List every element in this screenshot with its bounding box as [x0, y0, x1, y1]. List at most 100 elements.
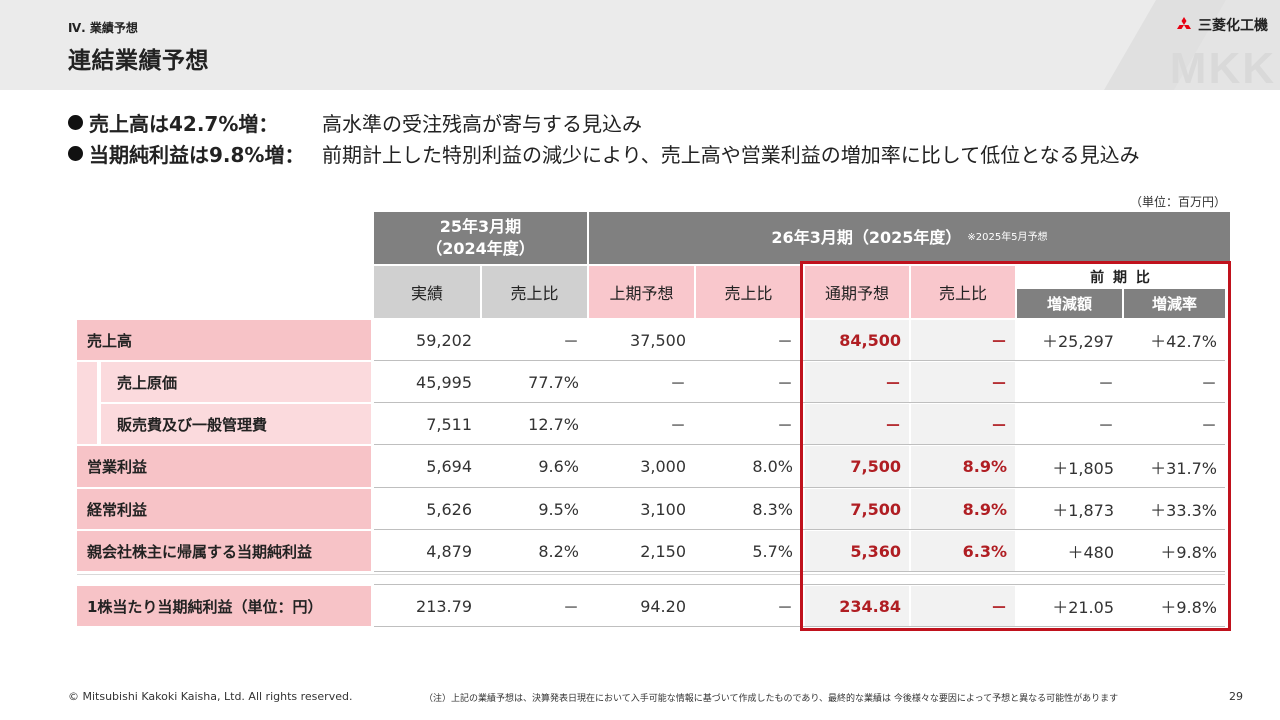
group-header-fy2025-label: 26年3月期（2025年度）: [771, 228, 962, 248]
cell-opinc-ratio: 9.6%: [538, 457, 579, 476]
cell-ordinc-h1: 3,100: [640, 499, 686, 519]
row-divider: [374, 529, 1225, 530]
cell-ordinc-h1-ratio: 8.3%: [752, 499, 793, 519]
row-label-indent-bar: [77, 362, 97, 444]
cell-sales-h1: 37,500: [630, 330, 686, 350]
col-header-h1-forecast: 上期予想: [589, 266, 694, 318]
bullet-body: 高水準の受注残高が寄与する見込み: [322, 112, 642, 136]
row-label-sga: 販売費及び一般管理費: [101, 404, 371, 444]
section-label: Ⅳ. 業績予想: [68, 21, 138, 35]
col-header-h1-ratio: 売上比: [696, 266, 801, 318]
cell-opinc-rate: ＋31.7%: [1150, 458, 1217, 478]
cell-netinc-full-ratio: 6.3%: [911, 531, 1015, 571]
cell-netinc-rate: ＋9.8%: [1160, 543, 1217, 562]
cell-ordinc-rate: ＋33.3%: [1150, 501, 1217, 520]
cell-sales-diff: ＋25,297: [1042, 332, 1114, 351]
cell-sga-h1: －: [669, 416, 686, 435]
cell-ordinc-ratio: 9.5%: [538, 499, 579, 519]
cell-eps-h1-ratio: －: [776, 598, 793, 617]
row-label-eps: 1株当たり当期純利益（単位：円）: [77, 586, 371, 626]
col-header-diff: 増減額: [1017, 289, 1122, 318]
bullet-net-income: 当期純利益は9.8%増： 前期計上した特別利益の減少により、売上高や営業利益の増加…: [68, 139, 1140, 168]
cell-opinc-diff: ＋1,805: [1052, 458, 1114, 478]
page-number: 29: [1229, 690, 1243, 703]
col-header-actual: 実績: [374, 266, 480, 318]
row-divider: [374, 360, 1225, 361]
row-divider: [374, 444, 1225, 445]
cell-eps-rate: ＋9.8%: [1160, 598, 1217, 617]
cell-cogs-ratio: 77.7%: [528, 372, 579, 392]
cell-opinc-actual: 5,694: [426, 457, 472, 476]
section-divider: [77, 574, 1225, 575]
cell-cogs-h1-ratio: －: [776, 374, 793, 393]
mkk-watermark: MKK: [1169, 44, 1276, 93]
cell-ordinc-full-ratio: 8.9%: [911, 489, 1015, 529]
cell-netinc-ratio: 8.2%: [538, 541, 579, 561]
bullet-head: 売上高は42.7%増：: [89, 112, 279, 136]
cell-eps-full: 234.84: [805, 586, 909, 626]
cell-sga-full-ratio: －: [911, 404, 1015, 444]
cell-sales-ratio: －: [562, 332, 579, 351]
cell-ordinc-actual: 5,626: [426, 499, 472, 519]
col-header-full-ratio: 売上比: [911, 266, 1015, 318]
cell-netinc-actual: 4,879: [426, 541, 472, 561]
row-label-ordinary-income: 経常利益: [77, 489, 371, 529]
cell-sga-actual: 7,511: [426, 414, 472, 434]
bullet-dot-icon: [68, 146, 83, 161]
bullet-sales: 売上高は42.7%増： 高水準の受注残高が寄与する見込み: [68, 108, 642, 137]
cell-netinc-full: 5,360: [805, 531, 909, 571]
cell-eps-ratio: －: [562, 598, 579, 617]
footer-disclaimer: （注）上記の業績予想は、決算発表日現在において入手可能な情報に基づいて作成したも…: [424, 694, 1119, 704]
cell-eps-h1: 94.20: [640, 596, 686, 616]
cell-cogs-h1: －: [669, 374, 686, 393]
row-divider: [374, 402, 1225, 403]
cell-netinc-diff: ＋480: [1067, 543, 1114, 562]
cell-opinc-full-ratio: 8.9%: [911, 446, 1015, 487]
cell-sales-actual: 59,202: [416, 330, 472, 350]
col-header-yoy: 前 期 比: [1017, 266, 1225, 288]
cell-netinc-h1: 2,150: [640, 541, 686, 561]
row-label-net-income: 親会社株主に帰属する当期純利益: [77, 531, 371, 571]
cell-sga-full: －: [805, 404, 909, 444]
row-label-cogs: 売上原価: [101, 362, 371, 402]
unit-label: （単位：百万円）: [1130, 195, 1227, 209]
group-header-fy2025: 26年3月期（2025年度） ※2025年5月予想: [589, 212, 1230, 264]
col-header-rate: 増減率: [1124, 289, 1225, 318]
cell-sales-full: 84,500: [805, 320, 909, 360]
cell-ordinc-diff: ＋1,873: [1052, 501, 1114, 520]
row-divider: [374, 626, 1225, 627]
cell-sga-ratio: 12.7%: [528, 414, 579, 434]
cell-cogs-diff: －: [1097, 374, 1114, 393]
cell-cogs-actual: 45,995: [416, 372, 472, 392]
cell-ordinc-full: 7,500: [805, 489, 909, 529]
row-divider: [374, 571, 1225, 572]
cell-cogs-full: －: [805, 362, 909, 402]
header-band: [0, 0, 1280, 90]
cell-opinc-h1-ratio: 8.0%: [752, 457, 793, 476]
cell-netinc-h1-ratio: 5.7%: [752, 541, 793, 561]
cell-opinc-full: 7,500: [805, 446, 909, 487]
cell-cogs-rate: －: [1200, 374, 1217, 393]
three-diamonds-icon: [1177, 17, 1191, 29]
col-header-full-forecast: 通期予想: [805, 266, 909, 318]
cell-eps-full-ratio: －: [911, 586, 1015, 626]
forecast-date-note: ※2025年5月予想: [967, 232, 1048, 244]
cell-sga-h1-ratio: －: [776, 416, 793, 435]
cell-sga-diff: －: [1097, 416, 1114, 435]
logo-text: 三菱化工機: [1198, 18, 1268, 34]
row-divider: [374, 584, 1225, 585]
cell-opinc-h1: 3,000: [640, 457, 686, 476]
full-year-highlight-frame: [800, 261, 1231, 631]
footer-copyright: © Mitsubishi Kakoki Kaisha, Ltd. All rig…: [68, 690, 353, 703]
bullet-dot-icon: [68, 115, 83, 130]
cell-eps-diff: ＋21.05: [1052, 598, 1114, 617]
cell-cogs-full-ratio: －: [911, 362, 1015, 402]
cell-sales-h1-ratio: －: [776, 332, 793, 351]
company-logo: 三菱化工機: [1175, 15, 1268, 35]
col-header-ratio: 売上比: [482, 266, 587, 318]
row-label-sales: 売上高: [77, 320, 371, 360]
bullet-body: 前期計上した特別利益の減少により、売上高や営業利益の増加率に比して低位となる見込…: [322, 143, 1140, 167]
cell-sga-rate: －: [1200, 416, 1217, 435]
bullet-head: 当期純利益は9.8%増：: [89, 143, 305, 167]
cell-sales-rate: ＋42.7%: [1150, 332, 1217, 351]
